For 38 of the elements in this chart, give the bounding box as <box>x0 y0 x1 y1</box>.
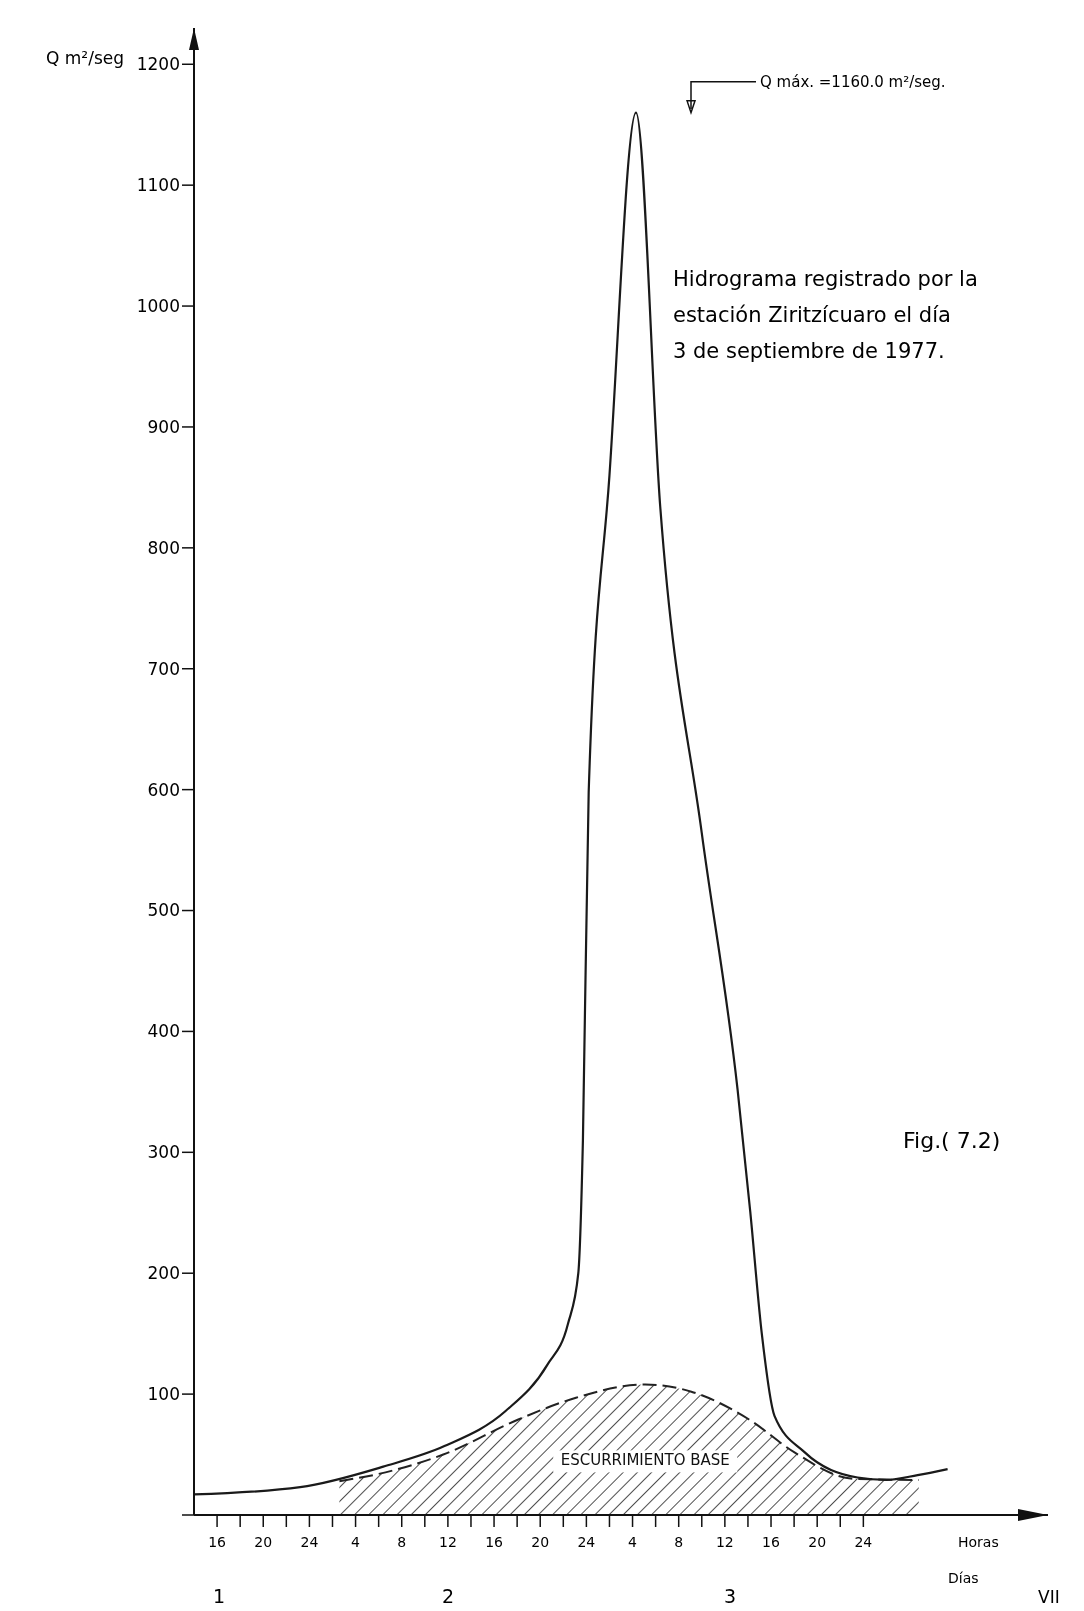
text: Días <box>948 1570 979 1586</box>
x-tick-label: 20 <box>808 1534 827 1550</box>
y-tick-label: 700 <box>147 658 180 679</box>
x-tick-label: 12 <box>438 1534 457 1550</box>
y-axis-title: Q m²/seg <box>46 47 124 68</box>
y-tick-label: 100 <box>147 1384 180 1405</box>
x-tick-label: 24 <box>854 1534 873 1550</box>
text: 2 <box>441 1585 455 1607</box>
y-tick-label: 500 <box>147 900 180 921</box>
x-tick-label: 8 <box>397 1534 407 1550</box>
x-tick-label: 20 <box>254 1534 273 1550</box>
text: VII <box>1038 1587 1060 1607</box>
series-label: ESCURRIMIENTO BASE <box>560 1451 730 1470</box>
x-tick-label: 4 <box>351 1534 361 1550</box>
x-axis-title: Horas <box>958 1534 999 1550</box>
x-tick-label: 24 <box>577 1534 596 1550</box>
y-tick-label: 600 <box>147 779 180 800</box>
x-tick-label: 16 <box>762 1534 781 1550</box>
y-tick-label: 1100 <box>136 175 180 196</box>
annotation: Q máx. =1160.0 m²/seg. <box>760 72 946 91</box>
x-tick-label: 4 <box>628 1534 638 1550</box>
x-tick-label: 12 <box>715 1534 734 1550</box>
y-tick-label: 400 <box>147 1021 180 1042</box>
y-tick-label: 1200 <box>136 54 180 75</box>
y-tick-label: 1000 <box>136 296 180 317</box>
text: 3 <box>723 1585 737 1607</box>
y-tick-label: 800 <box>147 537 180 558</box>
x-tick-label: 24 <box>300 1534 319 1550</box>
y-tick-label: 900 <box>147 416 180 437</box>
x-tick-label: 16 <box>208 1534 227 1550</box>
y-tick-label: 300 <box>147 1142 180 1163</box>
annotation: Fig.( 7.2) <box>903 1128 1001 1153</box>
x-tick-label: 16 <box>485 1534 504 1550</box>
x-tick-label: 20 <box>531 1534 550 1550</box>
y-tick-label: 200 <box>147 1263 180 1284</box>
text: 1 <box>212 1585 226 1607</box>
x-tick-label: 8 <box>674 1534 684 1550</box>
text: Hidrograma registrado por la estación Ziritzícuaro el día 3 de septiembre de 1977. <box>673 267 978 363</box>
